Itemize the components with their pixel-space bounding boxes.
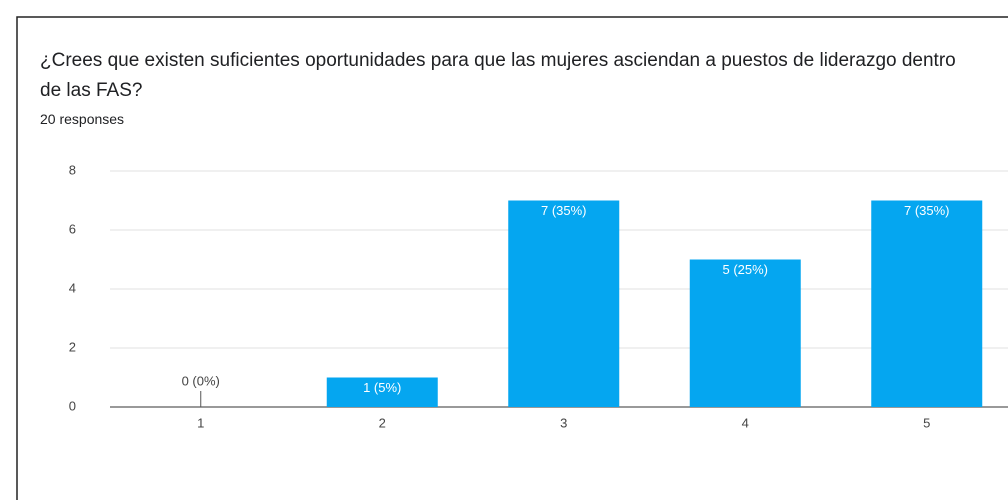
bar — [871, 200, 983, 407]
x-tick-label: 2 — [379, 415, 386, 430]
value-label: 5 (25%) — [722, 262, 768, 277]
chart-subtitle: 20 responses — [40, 111, 125, 127]
x-tick-label: 4 — [742, 415, 749, 430]
chart-title: ¿Crees que existen suficientes oportunid… — [40, 50, 956, 101]
value-label: 7 (35%) — [904, 203, 950, 218]
value-label: 0 (0%) — [182, 373, 220, 388]
bar — [508, 200, 620, 407]
x-tick-label: 1 — [197, 415, 204, 430]
x-tick-label: 3 — [560, 415, 567, 430]
bar — [326, 377, 438, 407]
x-tick-label: 5 — [923, 415, 930, 430]
y-tick-label: 2 — [69, 339, 76, 354]
y-tick-label: 0 — [69, 398, 76, 413]
y-tick-label: 8 — [69, 162, 76, 177]
value-label: 1 (5%) — [363, 380, 401, 395]
y-tick-label: 6 — [69, 221, 76, 236]
value-label: 7 (35%) — [541, 203, 587, 218]
y-tick-label: 4 — [69, 280, 76, 295]
bar — [689, 259, 801, 407]
